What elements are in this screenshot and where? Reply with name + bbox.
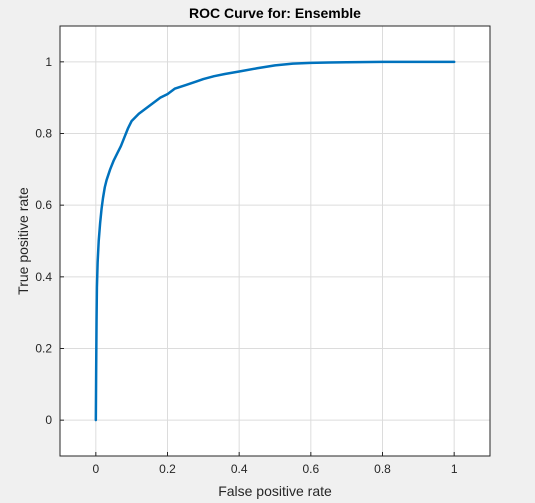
- y-axis-label: True positive rate: [15, 187, 31, 295]
- x-tick-label: 1: [451, 462, 458, 476]
- series-layer: [94, 60, 456, 422]
- x-tick-label: 0.6: [302, 462, 319, 476]
- y-tick-label: 0.8: [35, 127, 52, 141]
- y-tick-label: 0.2: [35, 342, 52, 356]
- x-tick-label: 0.4: [231, 462, 248, 476]
- tick-labels: 0 0.2 0.4 0.6 0.8 1 0 0.2 0.4 0.6 0.8 1: [35, 55, 458, 476]
- axes-layer: [59, 25, 491, 457]
- x-tick-label: 0.2: [159, 462, 176, 476]
- y-tick-label: 0: [45, 413, 52, 427]
- y-tick-label: 1: [45, 55, 52, 69]
- grid-lines: [60, 26, 490, 456]
- y-tick-label: 0.4: [35, 270, 52, 284]
- y-tick-label: 0.6: [35, 198, 52, 212]
- roc-curve-line: [94, 60, 456, 422]
- chart-title: ROC Curve for: Ensemble: [189, 5, 361, 21]
- axes-box: [59, 25, 491, 457]
- x-tick-label: 0: [92, 462, 99, 476]
- plot-area: [60, 26, 490, 456]
- x-tick-label: 0.8: [374, 462, 391, 476]
- x-axis-label: False positive rate: [218, 483, 332, 499]
